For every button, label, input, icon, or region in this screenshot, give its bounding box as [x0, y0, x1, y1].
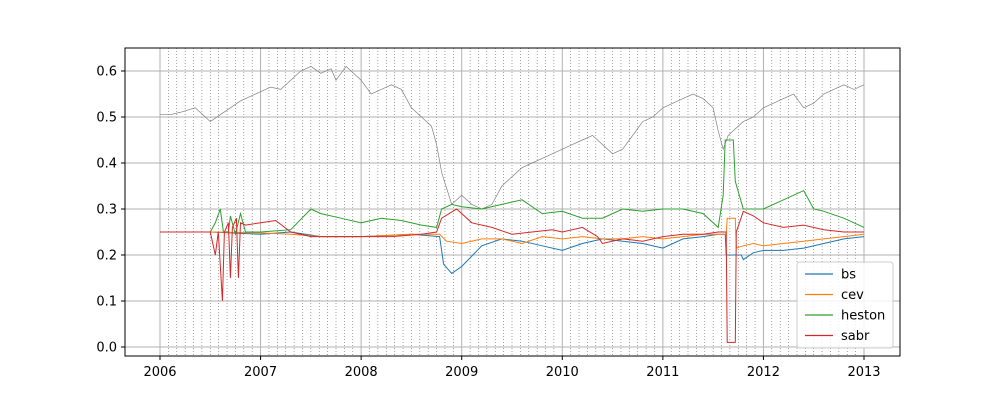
x-tick-label: 2013: [847, 365, 880, 380]
y-tick-label: 0.1: [96, 295, 117, 310]
y-axis: 0.0 0.1 0.2 0.3 0.4 0.5 0.6: [96, 65, 125, 356]
y-tick-label: 0.0: [96, 341, 117, 356]
monthly-gridlines: [168, 48, 856, 356]
legend-label-heston: heston: [841, 309, 885, 324]
x-axis: 2006 2007 2008 2009 2010 2011 2012 2013: [143, 356, 881, 380]
underlying-line: [160, 65, 865, 210]
x-tick-label: 2011: [646, 365, 679, 380]
x-tick-label: 2007: [244, 365, 277, 380]
legend-label-bs: bs: [841, 268, 856, 283]
y-tick-label: 0.3: [96, 203, 117, 218]
x-tick-label: 2006: [143, 365, 176, 380]
legend-label-cev: cev: [841, 288, 864, 303]
legend-box: [796, 261, 894, 349]
y-tick-label: 0.6: [96, 65, 117, 80]
x-tick-label: 2009: [445, 365, 478, 380]
x-tick-label: 2012: [747, 365, 780, 380]
series-line-heston: [160, 139, 865, 237]
y-tick-label: 0.2: [96, 249, 117, 264]
y-tick-label: 0.5: [96, 111, 117, 126]
plot-frame: [124, 47, 901, 357]
legend-label-sabr: sabr: [841, 329, 870, 344]
series-lines: [160, 65, 865, 343]
major-gridlines: [125, 48, 900, 356]
x-tick-label: 2008: [345, 365, 378, 380]
x-tick-label: 2010: [546, 365, 579, 380]
legend: bs cev heston sabr: [796, 261, 894, 349]
series-line-sabr: [160, 208, 864, 343]
y-tick-label: 0.4: [96, 157, 117, 172]
